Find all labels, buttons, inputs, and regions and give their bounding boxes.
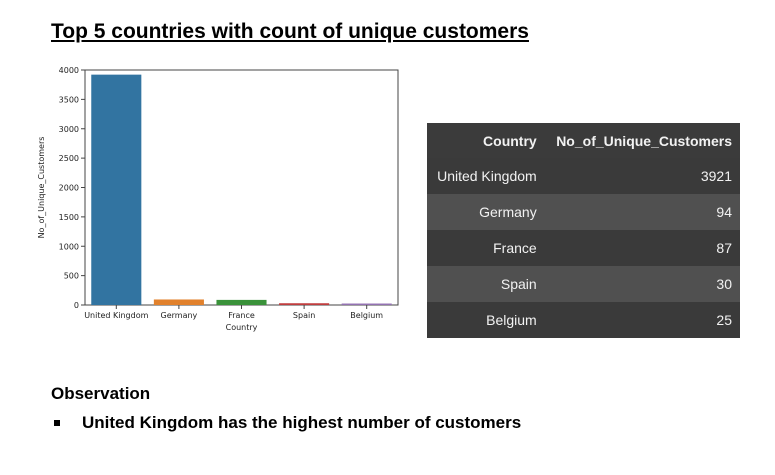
square-bullet-icon — [54, 420, 60, 426]
cell-country: Germany — [427, 194, 545, 230]
x-axis-label: Country — [226, 323, 258, 332]
observation-item: United Kingdom has the highest number of… — [51, 413, 521, 433]
table-row: United Kingdom 3921 — [427, 158, 740, 194]
observation-heading: Observation — [51, 384, 151, 403]
y-tick-label: 0 — [74, 301, 79, 310]
countries-table: Country No_of_Unique_Customers United Ki… — [427, 123, 740, 338]
cell-count: 30 — [544, 266, 740, 302]
bar — [279, 303, 330, 305]
y-tick-label: 500 — [64, 272, 79, 281]
bar — [341, 303, 392, 305]
y-tick-label: 1500 — [59, 213, 79, 222]
observation-text: United Kingdom has the highest number of… — [82, 413, 522, 432]
cell-count: 25 — [544, 302, 740, 338]
table-row: Spain 30 — [427, 266, 740, 302]
x-tick-label: Belgium — [350, 311, 383, 320]
cell-country: France — [427, 230, 545, 266]
cell-count: 87 — [544, 230, 740, 266]
header-unique-customers: No_of_Unique_Customers — [544, 123, 740, 158]
cell-count: 94 — [544, 194, 740, 230]
table-header-row: Country No_of_Unique_Customers — [427, 123, 740, 158]
y-tick-label: 1000 — [59, 242, 79, 251]
y-tick-label: 4000 — [59, 66, 79, 75]
bar-chart: 0 500 1000 1500 2000 2500 3000 3500 4000 United K… — [30, 60, 410, 350]
cell-country: United Kingdom — [427, 158, 545, 194]
bar — [91, 74, 142, 305]
table-row: Belgium 25 — [427, 302, 740, 338]
bar — [216, 299, 267, 305]
y-tick-label: 3000 — [59, 125, 79, 134]
cell-country: Spain — [427, 266, 545, 302]
x-tick-label: United Kingdom — [84, 311, 148, 320]
table-row: France 87 — [427, 230, 740, 266]
y-axis-label: No_of_Unique_Customers — [37, 137, 46, 239]
bar — [153, 299, 204, 305]
y-tick-label: 3500 — [59, 95, 79, 104]
y-tick-label: 2000 — [59, 184, 79, 193]
cell-country: Belgium — [427, 302, 545, 338]
bar-chart-svg: 0 500 1000 1500 2000 2500 3000 3500 4000 United K… — [37, 66, 399, 332]
header-country: Country — [427, 123, 545, 158]
cell-count: 3921 — [544, 158, 740, 194]
x-tick-label: France — [228, 311, 255, 320]
x-tick-label: Spain — [293, 311, 315, 320]
table-row: Germany 94 — [427, 194, 740, 230]
y-tick-label: 2500 — [59, 154, 79, 163]
page-title: Top 5 countries with count of unique cus… — [51, 20, 529, 43]
x-tick-label: Germany — [161, 311, 198, 320]
